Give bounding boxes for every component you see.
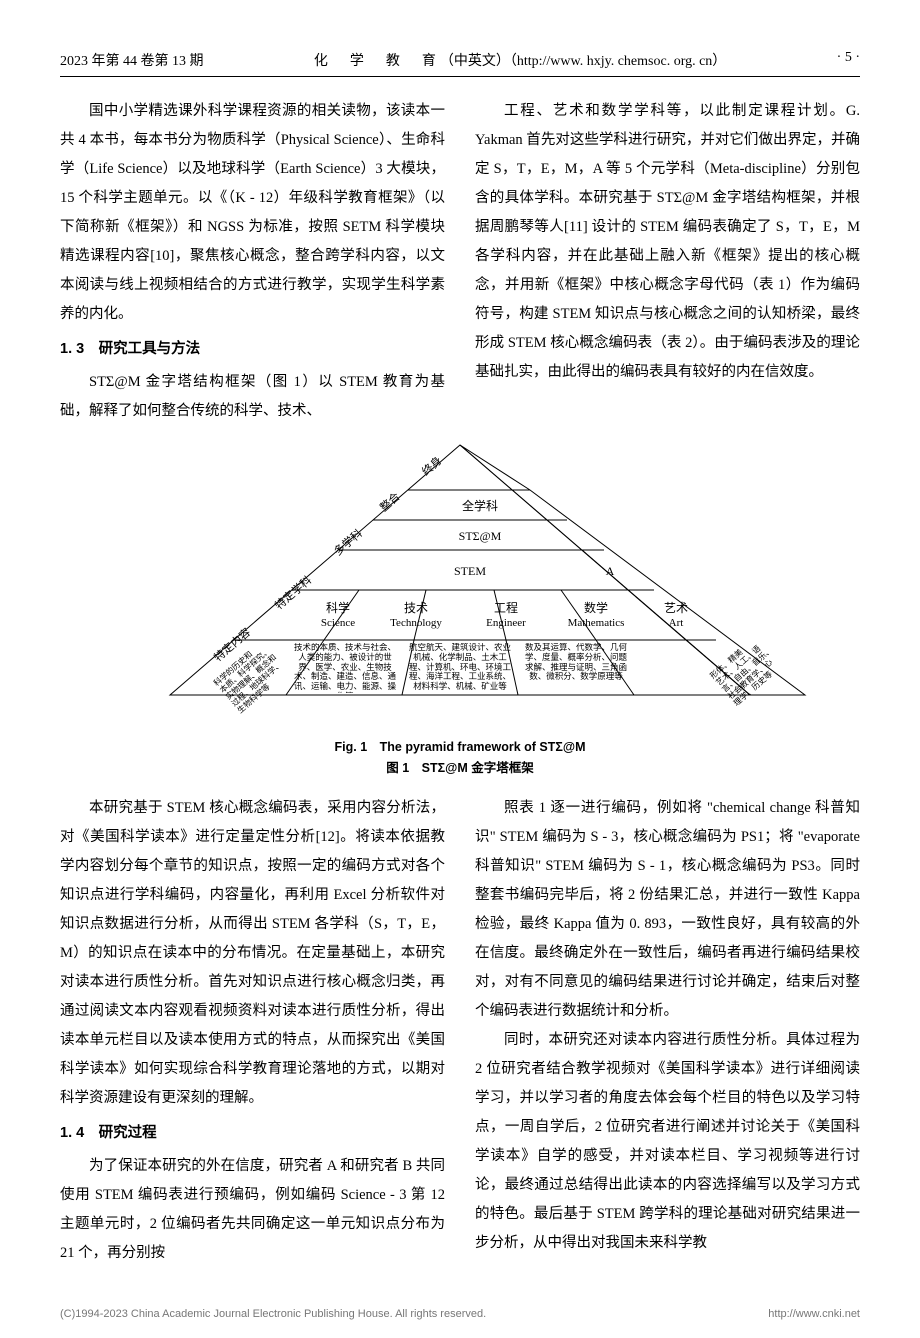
svg-text:艺术Art: 艺术Art (664, 601, 688, 629)
section-1-4-para: 为了保证本研究的外在信度，研究者 A 和研究者 B 共同使用 STEM 编码表进… (60, 1152, 445, 1268)
svg-text:STEM: STEM (454, 564, 486, 578)
page-header: 2023 年第 44 卷第 13 期 化 学 教 育（中英文）（http://w… (60, 50, 860, 77)
mid-left-paragraph: 本研究基于 STEM 核心概念编码表，采用内容分析法，对《美国科学读本》进行定量… (60, 794, 445, 1113)
header-center: 化 学 教 育（中英文）（http://www. hxjy. chemsoc. … (314, 50, 726, 70)
mid-right-paragraph-2: 同时，本研究还对读本内容进行质性分析。具体过程为 2 位研究者结合教学视频对《美… (475, 1026, 860, 1258)
figure-caption-cn: 图 1 STΣ@M 金字塔框架 (60, 757, 860, 776)
svg-text:STΣ@M: STΣ@M (459, 529, 502, 543)
figure-caption-en: Fig. 1 The pyramid framework of STΣ@M (60, 736, 860, 755)
svg-text:整合: 整合 (377, 489, 403, 514)
page-footer: (C)1994-2023 China Academic Journal Elec… (0, 1298, 920, 1338)
footer-left: (C)1994-2023 China Academic Journal Elec… (60, 1308, 486, 1320)
figure-1: 终身 整合 多学科 特定学科 特定内容 全学科 STΣ@M STEM A 科学S… (60, 440, 860, 776)
section-1-4-title: 1. 4 研究过程 (60, 1119, 445, 1148)
section-1-3-para: STΣ@M 金字塔结构框架（图 1）以 STEM 教育为基础，解释了如何整合传统… (60, 368, 445, 426)
svg-text:特定学科: 特定学科 (272, 573, 314, 612)
svg-text:科学Science: 科学Science (321, 600, 355, 629)
svg-text:工程Engineer: 工程Engineer (486, 600, 526, 629)
svg-text:全学科: 全学科 (462, 498, 498, 513)
top-left-paragraph: 国中小学精选课外科学课程资源的相关读物，该读本一共 4 本书，每本书分为物质科学… (60, 97, 445, 329)
top-right-paragraph: 工程、艺术和数学学科等，以此制定课程计划。G. Yakman 首先对这些学科进行… (475, 97, 860, 387)
svg-text:终身: 终身 (419, 453, 445, 478)
svg-text:技术Technology: 技术Technology (390, 601, 442, 629)
section-1-3-title: 1. 3 研究工具与方法 (60, 335, 445, 364)
svg-text:数学Mathematics: 数学Mathematics (568, 600, 625, 629)
pyramid-diagram: 终身 整合 多学科 特定学科 特定内容 全学科 STΣ@M STEM A 科学S… (110, 440, 810, 730)
svg-text:多学科: 多学科 (331, 526, 365, 558)
footer-right: http://www.cnki.net (768, 1308, 860, 1320)
header-right: · 5 · (837, 50, 860, 70)
svg-text:A: A (606, 564, 615, 578)
mid-right-paragraph-1: 照表 1 逐一进行编码，例如将 "chemical change 科普知识" S… (475, 794, 860, 1026)
svg-text:形体、精美艺术、人工、语言、自由、音乐、社会教育学、心理学、: 形体、精美艺术、人工、语言、自由、音乐、社会教育学、心理学、历史等 (708, 631, 786, 708)
header-left: 2023 年第 44 卷第 13 期 (60, 50, 204, 70)
